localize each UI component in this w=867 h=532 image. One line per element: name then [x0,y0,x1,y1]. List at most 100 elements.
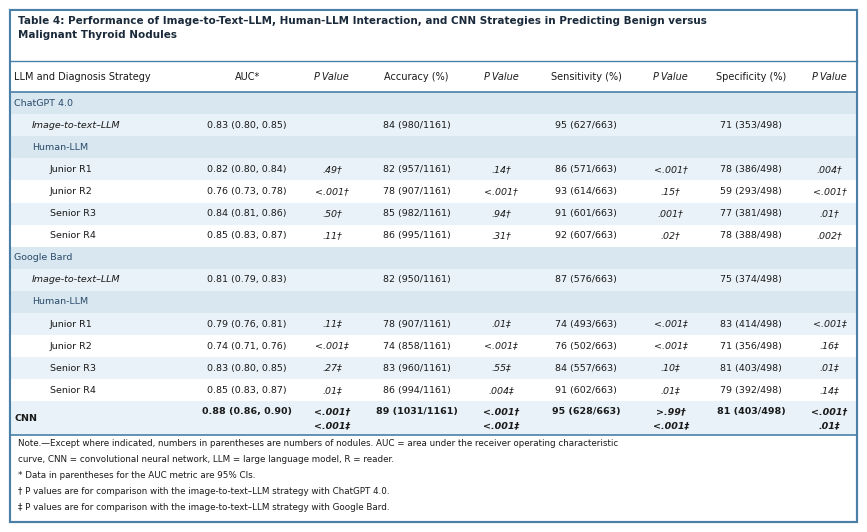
Text: <.001†: <.001† [812,407,848,416]
Bar [10,136,857,159]
Text: 0.88 (0.86, 0.90): 0.88 (0.86, 0.90) [202,407,292,416]
Text: <.001‡: <.001‡ [654,320,688,329]
Text: .004†: .004† [817,165,843,174]
Text: .49†: .49† [322,165,342,174]
Text: Image-to-text–LLM: Image-to-text–LLM [32,121,121,130]
Text: 89 (1031/1161): 89 (1031/1161) [375,407,458,416]
Text: 74 (858/1161): 74 (858/1161) [382,342,451,351]
Text: .94†: .94† [492,209,512,218]
Text: <.001‡: <.001‡ [314,421,350,430]
Text: .50†: .50† [322,209,342,218]
Text: 78 (386/498): 78 (386/498) [720,165,782,174]
Text: Table 4: Performance of Image-to-Text–LLM, Human-LLM Interaction, and CNN Strate: Table 4: Performance of Image-to-Text–LL… [18,16,707,26]
Text: 78 (907/1161): 78 (907/1161) [382,187,451,196]
Text: 81 (403/498): 81 (403/498) [717,407,786,416]
Text: Senior R3: Senior R3 [50,364,96,373]
Text: .16‡: .16‡ [819,342,839,351]
Text: .01‡: .01‡ [322,386,342,395]
Text: 85 (982/1161): 85 (982/1161) [382,209,451,218]
Bar [10,291,857,313]
Text: <.001‡: <.001‡ [653,421,688,430]
Text: P Value: P Value [315,72,349,82]
Bar [10,401,857,435]
Text: LLM and Diagnosis Strategy: LLM and Diagnosis Strategy [14,72,151,82]
Text: 0.82 (0.80, 0.84): 0.82 (0.80, 0.84) [207,165,287,174]
Text: .01‡: .01‡ [818,421,840,430]
Text: <.001‡: <.001‡ [483,421,519,430]
Text: .01‡: .01‡ [661,386,681,395]
Bar [10,92,857,114]
Text: Malignant Thyroid Nodules: Malignant Thyroid Nodules [18,30,177,40]
Text: 86 (994/1161): 86 (994/1161) [382,386,451,395]
Text: 0.76 (0.73, 0.78): 0.76 (0.73, 0.78) [207,187,287,196]
Text: Image-to-text–LLM: Image-to-text–LLM [32,276,121,285]
Text: .31†: .31† [492,231,512,240]
Bar [10,313,857,335]
Text: 59 (293/498): 59 (293/498) [720,187,782,196]
Text: <.001†: <.001† [483,407,519,416]
Text: 71 (353/498): 71 (353/498) [720,121,782,130]
Bar [10,10,857,61]
Text: 83 (960/1161): 83 (960/1161) [382,364,451,373]
Text: <.001†: <.001† [812,187,846,196]
Text: 84 (980/1161): 84 (980/1161) [382,121,451,130]
Bar [10,269,857,291]
Bar [10,203,857,225]
Text: 78 (907/1161): 78 (907/1161) [382,320,451,329]
Text: 95 (628/663): 95 (628/663) [551,407,620,416]
Bar [10,180,857,203]
Text: 0.79 (0.76, 0.81): 0.79 (0.76, 0.81) [207,320,287,329]
Text: .02†: .02† [661,231,681,240]
Text: AUC*: AUC* [235,72,260,82]
Text: 0.83 (0.80, 0.85): 0.83 (0.80, 0.85) [207,121,287,130]
Text: 93 (614/663): 93 (614/663) [555,187,617,196]
Text: * Data in parentheses for the AUC metric are 95% CIs.: * Data in parentheses for the AUC metric… [18,471,256,480]
Text: 78 (388/498): 78 (388/498) [720,231,782,240]
Text: .14†: .14† [492,165,512,174]
Text: .14‡: .14‡ [819,386,839,395]
Text: 95 (627/663): 95 (627/663) [555,121,617,130]
Text: † P values are for comparison with the image-to-text–LLM strategy with ChatGPT 4: † P values are for comparison with the i… [18,487,389,496]
Text: .27‡: .27‡ [322,364,342,373]
Text: Human-LLM: Human-LLM [32,143,88,152]
Bar [10,357,857,379]
Text: .10‡: .10‡ [661,364,681,373]
Bar [10,225,857,247]
Text: CNN: CNN [14,414,37,423]
Text: ‡ P values are for comparison with the image-to-text–LLM strategy with Google Ba: ‡ P values are for comparison with the i… [18,503,389,512]
Bar [10,335,857,357]
Text: 87 (576/663): 87 (576/663) [555,276,617,285]
Text: <.001‡: <.001‡ [485,342,518,351]
Text: <.001†: <.001† [314,407,350,416]
Text: 0.83 (0.80, 0.85): 0.83 (0.80, 0.85) [207,364,287,373]
Text: 0.85 (0.83, 0.87): 0.85 (0.83, 0.87) [207,386,287,395]
Text: ChatGPT 4.0: ChatGPT 4.0 [14,99,73,107]
Text: 75 (374/498): 75 (374/498) [720,276,782,285]
Text: .001†: .001† [658,209,683,218]
Text: Note.—Except where indicated, numbers in parentheses are numbers of nodules. AUC: Note.—Except where indicated, numbers in… [18,439,618,448]
Text: 82 (950/1161): 82 (950/1161) [382,276,451,285]
Text: >.99†: >.99† [655,407,686,416]
Text: <.001‡: <.001‡ [315,342,349,351]
Text: 86 (995/1161): 86 (995/1161) [382,231,451,240]
Text: 77 (381/498): 77 (381/498) [720,209,782,218]
Text: Junior R2: Junior R2 [50,187,93,196]
Text: Senior R4: Senior R4 [50,386,96,395]
Text: <.001†: <.001† [485,187,518,196]
Text: Human-LLM: Human-LLM [32,297,88,306]
Text: 0.74 (0.71, 0.76): 0.74 (0.71, 0.76) [207,342,287,351]
Text: 91 (602/663): 91 (602/663) [555,386,617,395]
Bar [10,159,857,180]
Text: <.001†: <.001† [315,187,349,196]
Text: 71 (356/498): 71 (356/498) [720,342,782,351]
Bar [10,61,857,92]
Text: 0.84 (0.81, 0.86): 0.84 (0.81, 0.86) [207,209,287,218]
Text: .004‡: .004‡ [488,386,514,395]
Text: Senior R3: Senior R3 [50,209,96,218]
Text: 91 (601/663): 91 (601/663) [555,209,617,218]
Text: Google Bard: Google Bard [14,253,72,262]
Text: Sensitivity (%): Sensitivity (%) [551,72,622,82]
Text: Specificity (%): Specificity (%) [716,72,786,82]
Text: <.001†: <.001† [654,165,688,174]
Text: Junior R1: Junior R1 [50,320,93,329]
